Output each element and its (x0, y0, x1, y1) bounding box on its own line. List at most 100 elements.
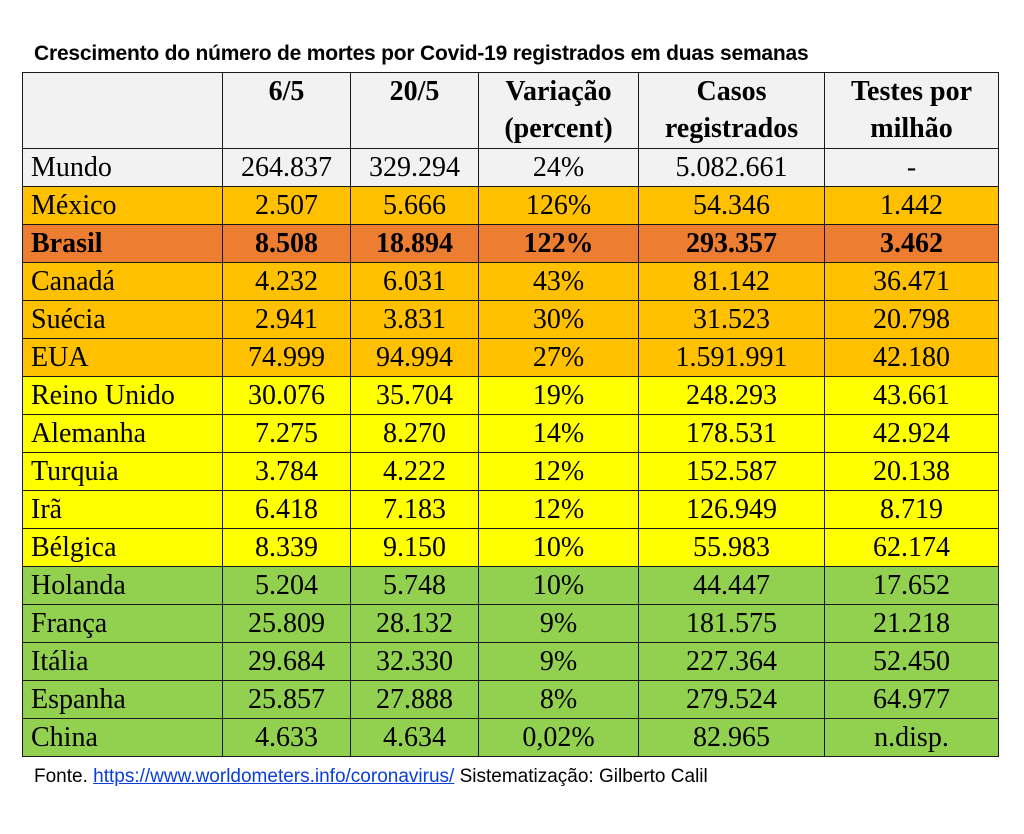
deaths-20-5-cell: 3.831 (350, 300, 479, 339)
header-cases: Casos registrados (638, 72, 825, 149)
tests-cell: 43.661 (824, 376, 999, 415)
header-date-20-5: 20/5 (350, 72, 479, 149)
table-row: Turquia 3.784 4.222 12% 152.587 20.138 (22, 452, 999, 491)
table-row: Canadá 4.232 6.031 43% 81.142 36.471 (22, 262, 999, 301)
table-row: Espanha 25.857 27.888 8% 279.524 64.977 (22, 680, 999, 719)
country-cell: Bélgica (22, 528, 223, 567)
table-title: Crescimento do número de mortes por Covi… (34, 42, 809, 65)
deaths-6-5-cell: 7.275 (222, 414, 351, 453)
table-row: China 4.633 4.634 0,02% 82.965 n.disp. (22, 718, 999, 757)
country-cell: Brasil (22, 224, 223, 263)
variation-cell: 27% (478, 338, 639, 377)
deaths-20-5-cell: 5.666 (350, 186, 479, 225)
country-cell: Alemanha (22, 414, 223, 453)
cases-cell: 82.965 (638, 718, 825, 757)
cases-cell: 178.531 (638, 414, 825, 453)
cases-cell: 293.357 (638, 224, 825, 263)
cases-cell: 152.587 (638, 452, 825, 491)
variation-cell: 12% (478, 452, 639, 491)
deaths-6-5-cell: 264.837 (222, 148, 351, 187)
tests-cell: 20.798 (824, 300, 999, 339)
table-row: Alemanha 7.275 8.270 14% 178.531 42.924 (22, 414, 999, 453)
table-row: Holanda 5.204 5.748 10% 44.447 17.652 (22, 566, 999, 605)
deaths-6-5-cell: 74.999 (222, 338, 351, 377)
variation-cell: 8% (478, 680, 639, 719)
deaths-20-5-cell: 94.994 (350, 338, 479, 377)
tests-cell: 52.450 (824, 642, 999, 681)
deaths-6-5-cell: 8.508 (222, 224, 351, 263)
deaths-6-5-cell: 5.204 (222, 566, 351, 605)
variation-cell: 10% (478, 566, 639, 605)
country-cell: Espanha (22, 680, 223, 719)
table-row: Bélgica 8.339 9.150 10% 55.983 62.174 (22, 528, 999, 567)
deaths-20-5-cell: 32.330 (350, 642, 479, 681)
country-cell: Reino Unido (22, 376, 223, 415)
deaths-20-5-cell: 329.294 (350, 148, 479, 187)
variation-cell: 14% (478, 414, 639, 453)
deaths-20-5-cell: 6.031 (350, 262, 479, 301)
source-link[interactable]: https://www.worldometers.info/coronaviru… (93, 766, 455, 787)
cases-cell: 1.591.991 (638, 338, 825, 377)
deaths-20-5-cell: 27.888 (350, 680, 479, 719)
deaths-6-5-cell: 25.857 (222, 680, 351, 719)
country-cell: França (22, 604, 223, 643)
table-row: Irã 6.418 7.183 12% 126.949 8.719 (22, 490, 999, 529)
deaths-6-5-cell: 30.076 (222, 376, 351, 415)
tests-cell: 20.138 (824, 452, 999, 491)
cases-cell: 54.346 (638, 186, 825, 225)
variation-cell: 19% (478, 376, 639, 415)
variation-cell: 122% (478, 224, 639, 263)
variation-cell: 0,02% (478, 718, 639, 757)
covid-deaths-table: 6/5 20/5 Variação (percent) Casos regist… (22, 72, 999, 757)
deaths-20-5-cell: 28.132 (350, 604, 479, 643)
tests-cell: 3.462 (824, 224, 999, 263)
table-body: Mundo 264.837 329.294 24% 5.082.661- México 2.… (22, 148, 999, 757)
deaths-6-5-cell: 29.684 (222, 642, 351, 681)
variation-cell: 24% (478, 148, 639, 187)
tests-cell: 42.924 (824, 414, 999, 453)
table-header-row: 6/5 20/5 Variação (percent) Casos regist… (22, 72, 999, 149)
table-row: Brasil 8.508 18.894 122% 293.357 3.462 (22, 224, 999, 263)
tests-cell: 42.180 (824, 338, 999, 377)
deaths-6-5-cell: 6.418 (222, 490, 351, 529)
variation-cell: 9% (478, 604, 639, 643)
country-cell: Irã (22, 490, 223, 529)
deaths-6-5-cell: 4.232 (222, 262, 351, 301)
country-cell: México (22, 186, 223, 225)
country-cell: Itália (22, 642, 223, 681)
source-suffix: Sistematização: Gilberto Calil (454, 766, 708, 787)
cases-cell: 248.293 (638, 376, 825, 415)
table-row: França 25.809 28.132 9% 181.575 21.218 (22, 604, 999, 643)
deaths-20-5-cell: 18.894 (350, 224, 479, 263)
tests-cell: n.disp. (824, 718, 999, 757)
tests-cell: 62.174 (824, 528, 999, 567)
variation-cell: 9% (478, 642, 639, 681)
variation-cell: 10% (478, 528, 639, 567)
country-cell: Turquia (22, 452, 223, 491)
cases-cell: 227.364 (638, 642, 825, 681)
deaths-20-5-cell: 9.150 (350, 528, 479, 567)
source-prefix: Fonte. (34, 766, 94, 787)
deaths-6-5-cell: 2.941 (222, 300, 351, 339)
table-row: Reino Unido 30.076 35.704 19% 248.293 43.661 (22, 376, 999, 415)
tests-cell: 1.442 (824, 186, 999, 225)
tests-cell: 36.471 (824, 262, 999, 301)
tests-cell: 17.652 (824, 566, 999, 605)
deaths-6-5-cell: 2.507 (222, 186, 351, 225)
variation-cell: 12% (478, 490, 639, 529)
cases-cell: 55.983 (638, 528, 825, 567)
variation-cell: 126% (478, 186, 639, 225)
deaths-20-5-cell: 8.270 (350, 414, 479, 453)
variation-cell: 30% (478, 300, 639, 339)
table-row: Itália 29.684 32.330 9% 227.364 52.450 (22, 642, 999, 681)
source-footer: Fonte. https://www.worldometers.info/cor… (34, 766, 708, 788)
tests-cell: 8.719 (824, 490, 999, 529)
deaths-6-5-cell: 8.339 (222, 528, 351, 567)
cases-cell: 181.575 (638, 604, 825, 643)
deaths-20-5-cell: 7.183 (350, 490, 479, 529)
tests-cell: 64.977 (824, 680, 999, 719)
table-row: Suécia 2.941 3.831 30% 31.523 20.798 (22, 300, 999, 339)
country-cell: Mundo (22, 148, 223, 187)
deaths-20-5-cell: 35.704 (350, 376, 479, 415)
header-tests: Testes por milhão (824, 72, 999, 149)
